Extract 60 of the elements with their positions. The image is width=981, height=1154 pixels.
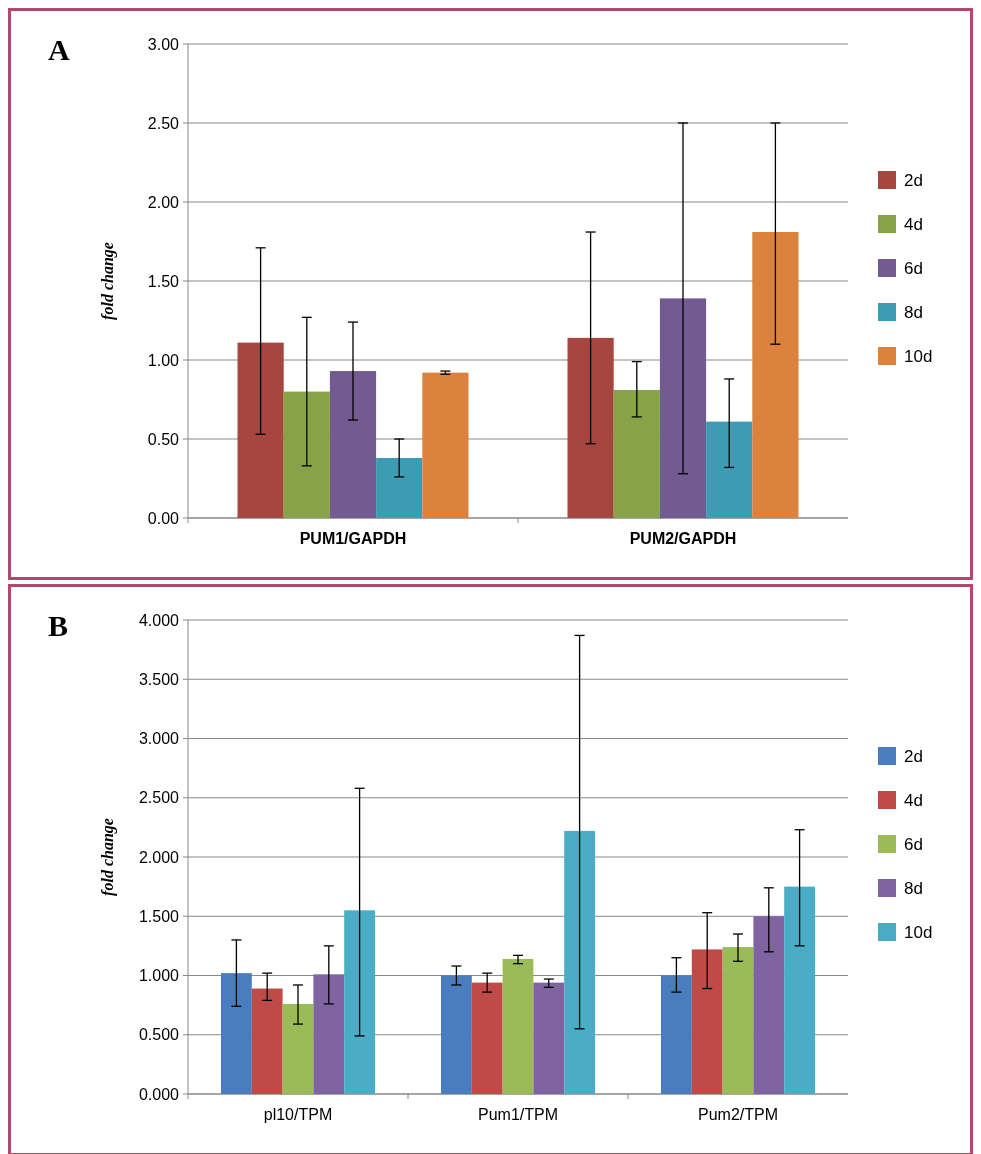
bar — [441, 975, 472, 1094]
bar — [691, 949, 723, 1094]
legend-label: 10d — [904, 346, 933, 366]
bar — [376, 457, 423, 518]
y-tick-label: 3.00 — [147, 35, 180, 53]
legend-label: 10d — [904, 922, 933, 942]
y-tick-label: 1.00 — [147, 351, 180, 369]
bar — [722, 947, 754, 1094]
bar — [753, 916, 785, 1094]
bar — [313, 974, 345, 1094]
bar — [221, 973, 252, 1094]
x-tick-label: Pum2/TPM — [697, 1106, 779, 1123]
y-tick-label: 1.50 — [147, 272, 180, 290]
y-tick-label: 2.500 — [138, 789, 180, 807]
y-tick-label: 0.000 — [138, 1085, 180, 1103]
legend-label: 4d — [904, 214, 923, 234]
bar — [613, 390, 660, 518]
chart-title: A — [48, 33, 70, 66]
bar — [502, 958, 534, 1094]
x-tick-label: PUM1/GAPDH — [299, 530, 407, 547]
y-tick-label: 0.00 — [147, 509, 180, 527]
bar — [661, 975, 692, 1094]
x-tick-label: Pum1/TPM — [477, 1106, 559, 1123]
bar — [422, 372, 469, 518]
y-axis-title: fold change — [99, 242, 117, 320]
bar — [282, 1003, 314, 1094]
bar — [283, 391, 330, 518]
y-tick-label: 2.000 — [138, 848, 180, 866]
y-tick-label: 3.000 — [138, 730, 180, 748]
bar — [659, 298, 707, 518]
chart-title: B — [48, 609, 69, 642]
y-tick-label: 4.000 — [138, 611, 180, 629]
bar — [564, 830, 595, 1094]
bar — [237, 342, 284, 518]
x-tick-label: PUM2/GAPDH — [629, 530, 737, 547]
y-tick-label: 1.000 — [138, 967, 180, 985]
bar — [567, 337, 614, 518]
bar — [471, 982, 503, 1094]
legend-label: 4d — [904, 790, 923, 810]
legend-label: 6d — [904, 258, 923, 278]
bar — [329, 371, 377, 518]
legend-label: 8d — [904, 878, 923, 898]
y-tick-label: 2.50 — [147, 114, 180, 132]
bar — [784, 886, 815, 1094]
legend-label: 6d — [904, 834, 923, 854]
bar — [533, 982, 565, 1094]
y-axis-title: fold change — [99, 818, 117, 896]
y-tick-label: 2.00 — [147, 193, 180, 211]
y-tick-label: 0.500 — [138, 1026, 180, 1044]
legend-label: 2d — [904, 170, 923, 190]
legend-label: 2d — [904, 746, 923, 766]
y-tick-label: 1.500 — [138, 907, 180, 925]
bar — [706, 421, 753, 518]
legend-label: 8d — [904, 302, 923, 322]
y-tick-label: 0.50 — [147, 430, 180, 448]
bar — [344, 910, 375, 1094]
x-tick-label: pl10/TPM — [263, 1106, 333, 1123]
bar — [251, 988, 283, 1094]
y-tick-label: 3.500 — [138, 670, 180, 688]
bar — [752, 232, 799, 518]
